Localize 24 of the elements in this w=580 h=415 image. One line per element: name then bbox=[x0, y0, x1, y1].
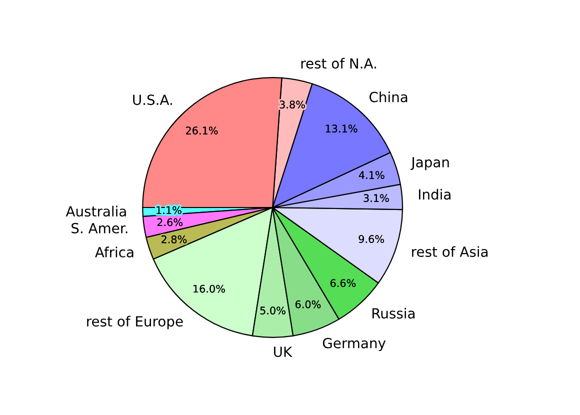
slice-label: S. Amer. bbox=[72, 222, 128, 234]
slice-label: rest of Asia bbox=[412, 246, 488, 257]
slice-label: Australia bbox=[66, 206, 126, 217]
slice-label: rest of N.A. bbox=[301, 58, 376, 69]
data-label: 2.6% bbox=[157, 218, 183, 226]
data-label: 13.1% bbox=[326, 124, 358, 132]
data-label: 5.0% bbox=[260, 306, 286, 314]
slice-label: Japan bbox=[410, 157, 449, 170]
slice-label: Africa bbox=[95, 246, 134, 258]
data-label: 16.0% bbox=[194, 284, 225, 293]
slice-label: Germany bbox=[322, 338, 386, 352]
slice-label: China bbox=[370, 92, 408, 102]
data-label: 6.0% bbox=[295, 300, 321, 308]
slice-label: rest of Europe bbox=[87, 316, 183, 330]
slice-label: India bbox=[418, 188, 450, 200]
data-label: 3.1% bbox=[364, 194, 389, 202]
data-label: 2.8% bbox=[161, 235, 187, 244]
data-label: 9.6% bbox=[358, 235, 384, 243]
slice-label: U.S.A. bbox=[133, 94, 172, 106]
slice-label: Russia bbox=[372, 308, 415, 319]
data-label: 4.1% bbox=[358, 171, 384, 179]
data-label: 6.6% bbox=[330, 279, 356, 288]
slice-label: UK bbox=[274, 346, 292, 358]
data-label: 26.1% bbox=[186, 126, 218, 134]
